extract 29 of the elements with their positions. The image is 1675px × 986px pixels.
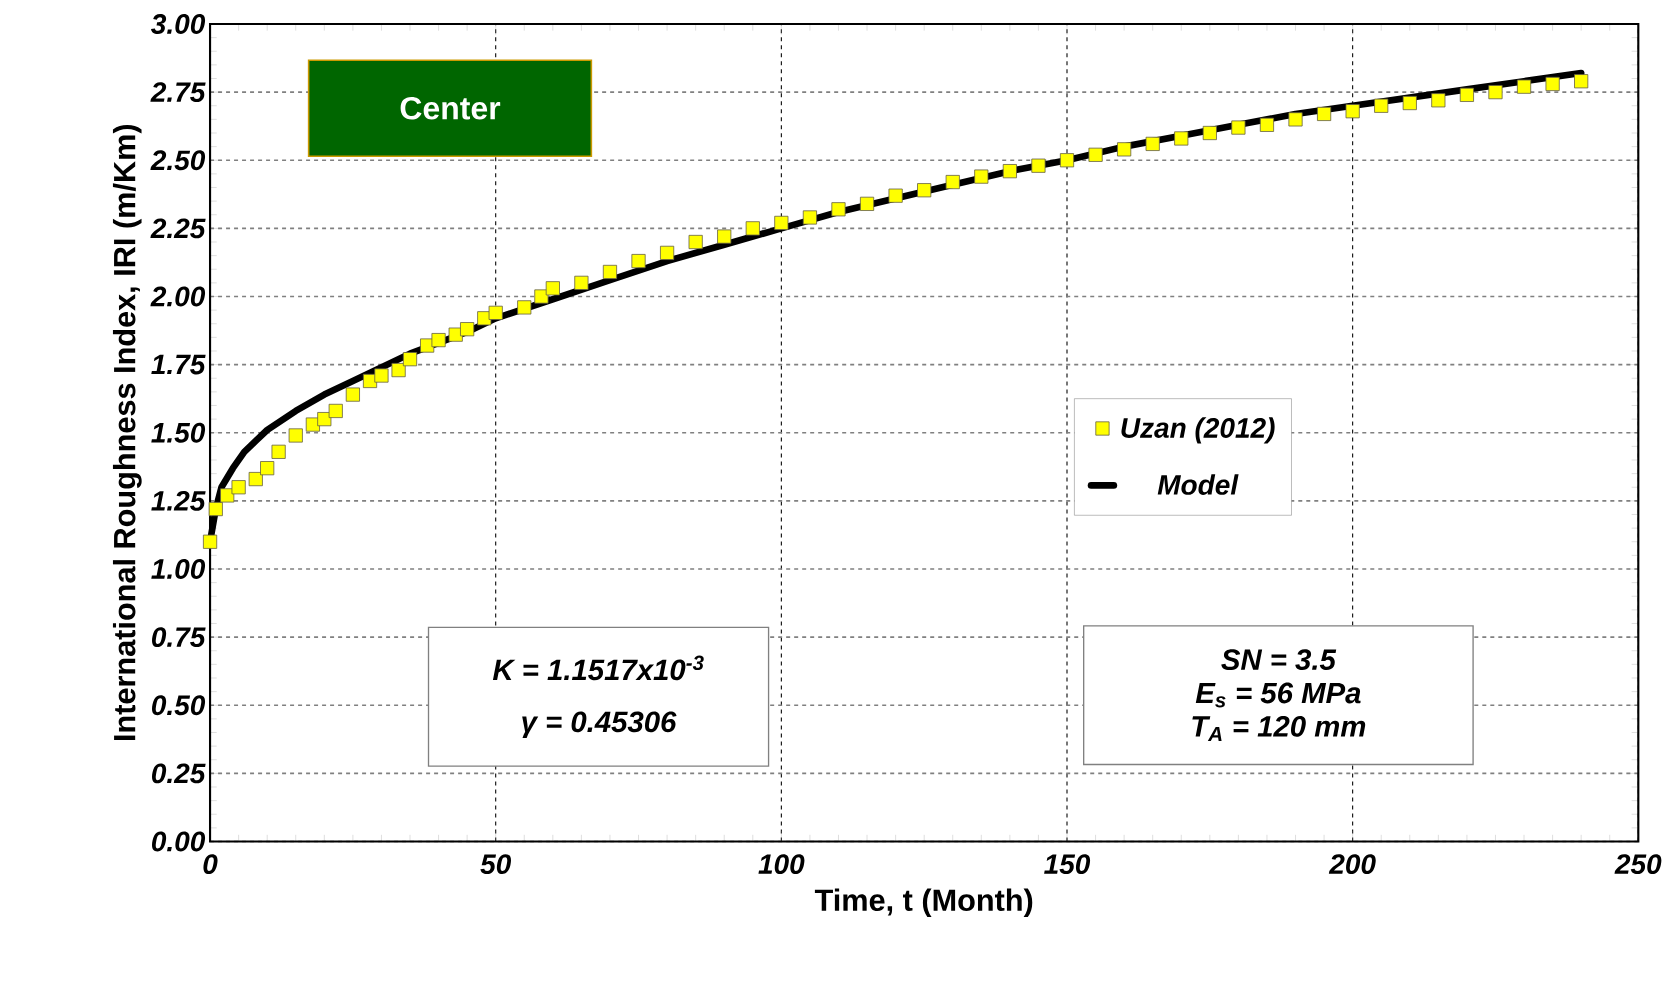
y-tick-label: 1.75 bbox=[151, 355, 206, 375]
x-tick-label: 100 bbox=[758, 854, 805, 875]
y-tick-label: 1.00 bbox=[151, 559, 206, 580]
x-tick-label: 150 bbox=[1044, 854, 1091, 875]
annotation: T$_{A}$ = 120 mm bbox=[1192, 716, 1366, 742]
x-axis-title: Time, t (Month) bbox=[814, 888, 1033, 918]
x-tick-label: 200 bbox=[1328, 854, 1376, 875]
x-tick-label: 50 bbox=[480, 854, 512, 875]
y-tick-label: 0.00 bbox=[152, 831, 206, 852]
y-tick-label: 3.00 bbox=[151, 14, 206, 35]
y-tick-label: 0.50 bbox=[152, 695, 206, 716]
y-tick-label: 2.00 bbox=[150, 286, 206, 307]
legend-label: Uzan (2012) bbox=[1121, 417, 1275, 444]
y-axis-title: International Roughness Index, IRI (m/Km) bbox=[112, 125, 142, 741]
y-tick-label: 2.75 bbox=[150, 82, 206, 103]
annotation: SN = 3.5 bbox=[1221, 649, 1337, 671]
y-tick-label: 0.25 bbox=[152, 763, 206, 784]
y-tick-label: 0.75 bbox=[152, 627, 206, 648]
y-tick-label: 1.50 bbox=[151, 423, 206, 443]
annotation: γ = 0.45306 bbox=[522, 711, 677, 739]
annotation: Center bbox=[400, 97, 501, 120]
legend-label: Model bbox=[1157, 474, 1239, 496]
y-tick-label: 2.25 bbox=[150, 218, 206, 239]
annotation: K = 1.1517x10$^{-3}$ bbox=[492, 655, 704, 681]
annotation: E$_{s}$ = 56 MPa bbox=[1195, 682, 1361, 708]
x-tick-label: 0 bbox=[203, 854, 218, 875]
y-tick-label: 1.25 bbox=[151, 491, 206, 512]
y-tick-label: 2.50 bbox=[150, 150, 206, 171]
x-tick-label: 250 bbox=[1614, 854, 1662, 875]
